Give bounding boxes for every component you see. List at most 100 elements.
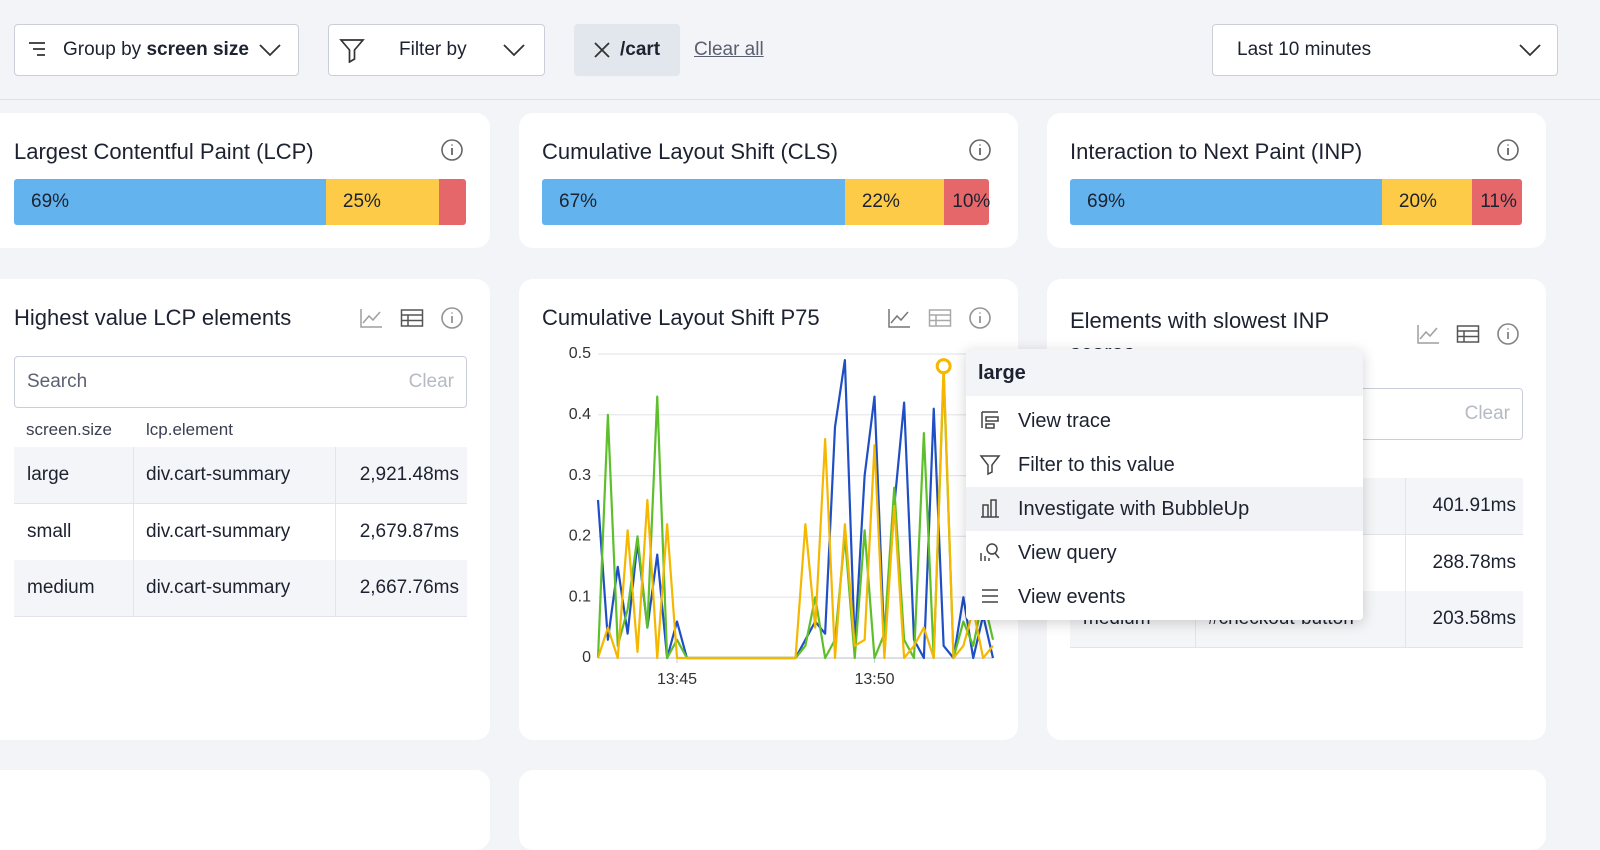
table-cell: large — [27, 464, 70, 485]
card-title: Highest value LCP elements — [14, 305, 292, 330]
filter-label: Filter by — [399, 39, 467, 60]
bar-segment: 11% — [1472, 179, 1522, 225]
bar-label: 67% — [559, 191, 598, 212]
column-divider — [133, 503, 134, 560]
info-icon[interactable] — [440, 138, 464, 162]
menu-icon — [979, 585, 1003, 609]
column-divider — [1405, 591, 1406, 647]
time-range-select[interactable]: Last 10 minutes — [1212, 24, 1558, 76]
clear-button[interactable]: Clear — [1464, 403, 1510, 424]
line-icon[interactable] — [359, 306, 383, 330]
table-cell: 2,667.76ms — [359, 577, 459, 598]
menu-title: large — [978, 362, 1026, 384]
menu-header: large — [966, 349, 1363, 396]
line-icon[interactable] — [1416, 322, 1440, 346]
icon-graphic — [888, 309, 910, 328]
remove-icon — [594, 42, 610, 58]
page: Group by screen size Filter by /cart Cle… — [0, 24, 1600, 850]
card-title: Interaction to Next Paint (INP) — [1070, 139, 1363, 164]
icon-graphic — [1417, 325, 1439, 344]
info-icon[interactable] — [440, 306, 464, 330]
info-icon[interactable] — [968, 306, 992, 330]
menu-icon — [979, 409, 1003, 433]
column-header: lcp.element — [146, 420, 233, 439]
filter-chip[interactable]: /cart — [574, 24, 680, 76]
group-by-button[interactable]: Group by screen size — [14, 24, 299, 76]
icon-graphic — [360, 309, 382, 328]
y-tick-label: 0.2 — [569, 528, 591, 545]
table-cell: small — [27, 520, 72, 542]
menu-item[interactable]: View events — [966, 575, 1363, 619]
table-icon[interactable] — [928, 306, 952, 330]
bar-segment — [438, 179, 466, 225]
bar-segment: 10% — [944, 179, 991, 225]
filter-value: /cart — [620, 39, 661, 60]
y-tick-label: 0.3 — [569, 467, 591, 484]
y-tick-label: 0.4 — [569, 406, 591, 423]
bar-segment: 22% — [844, 179, 945, 225]
stacked-bar: 69% 25% — [14, 179, 466, 225]
menu-icon — [979, 453, 1003, 477]
icon-graphic — [1497, 139, 1519, 161]
bar-label: 25% — [342, 191, 381, 212]
clear-button[interactable]: Clear — [408, 371, 454, 392]
table-cell: medium — [27, 577, 95, 598]
filter-icon — [339, 39, 365, 63]
column-divider — [1405, 534, 1406, 591]
bar-label: 69% — [31, 191, 70, 212]
menu-item-label: Investigate with BubbleUp — [1018, 498, 1250, 520]
icon-graphic — [441, 139, 463, 161]
clear-all-link[interactable]: Clear all — [694, 39, 764, 60]
table-icon[interactable] — [1456, 322, 1480, 346]
context-menu: large View trace Filter to this value Inve… — [966, 349, 1363, 620]
filter-button[interactable]: Filter by — [328, 24, 545, 76]
stacked-bar: 67% 22% 10% — [542, 179, 994, 225]
bar-label: 11% — [1480, 191, 1517, 212]
menu-icon — [979, 497, 1003, 521]
info-icon[interactable] — [1496, 322, 1520, 346]
table-cell: div.cart-summary — [146, 577, 291, 598]
column-header: screen.size — [26, 420, 112, 439]
line-icon[interactable] — [887, 306, 911, 330]
hover-point — [935, 358, 952, 375]
table-cell: 2,679.87ms — [359, 520, 459, 542]
cls-card — [519, 279, 1018, 740]
group-icon — [29, 42, 45, 56]
icon-graphic — [981, 499, 999, 518]
search-input[interactable]: Search Clear — [14, 356, 467, 408]
column-divider — [1405, 478, 1406, 534]
bar-segment: 69% — [1070, 179, 1382, 225]
y-tick-label: 0.1 — [569, 588, 591, 605]
group-by-value: screen size — [146, 39, 249, 60]
column-divider — [133, 447, 134, 503]
card — [519, 770, 1546, 850]
bar-label: 10% — [952, 191, 991, 212]
card — [0, 770, 490, 850]
icon-graphic — [979, 455, 1001, 476]
icon-graphic — [1456, 325, 1480, 343]
table-row — [14, 447, 467, 504]
table-icon[interactable] — [400, 306, 424, 330]
table-cell: 401.91ms — [1432, 495, 1516, 516]
bar-segment: 67% — [542, 179, 845, 225]
menu-item[interactable]: View query — [966, 531, 1363, 575]
menu-item[interactable]: View trace — [966, 399, 1363, 443]
info-icon[interactable] — [1496, 138, 1520, 162]
icon-graphic — [1497, 323, 1519, 345]
table-row — [14, 560, 467, 617]
table-cell: 2,921.48ms — [359, 464, 459, 485]
icon-graphic — [441, 307, 463, 329]
info-icon[interactable] — [968, 138, 992, 162]
y-tick-label: 0 — [582, 649, 591, 666]
group-by-label: Group by — [63, 39, 142, 60]
icon-graphic — [969, 307, 991, 329]
menu-item[interactable]: Filter to this value — [966, 443, 1363, 487]
y-tick-label: 0.5 — [569, 345, 591, 362]
column-divider — [335, 503, 336, 560]
icon-graphic — [969, 139, 991, 161]
x-tick-label: 13:50 — [854, 671, 894, 688]
search-placeholder: Search — [27, 371, 88, 392]
menu-item[interactable]: Investigate with BubbleUp — [966, 487, 1363, 531]
menu-item-label: View trace — [1018, 410, 1112, 432]
bar-segment: 20% — [1381, 179, 1473, 225]
